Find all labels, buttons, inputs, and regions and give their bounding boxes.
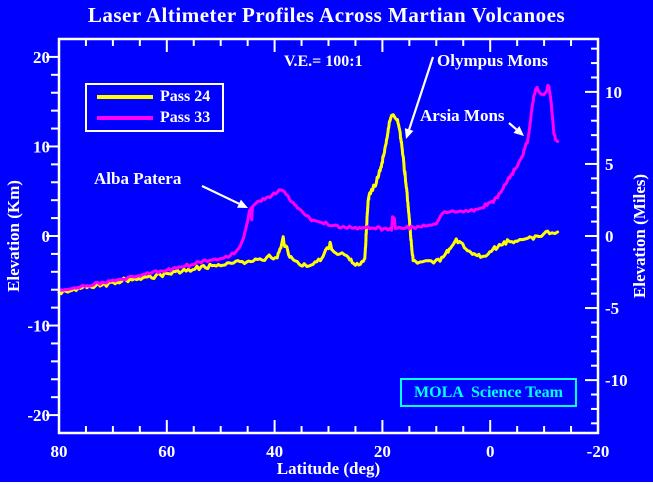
- profile-line-pass-33: [57, 83, 560, 293]
- y-right-tick-label: 5: [605, 155, 614, 174]
- y-axis-label-left: Elevation (Km): [4, 180, 23, 292]
- annotation-arsia-mons: Arsia Mons: [420, 106, 505, 125]
- y-right-tick-label: 0: [605, 227, 614, 246]
- pass-24-line-swatch: [97, 95, 153, 99]
- legend-label-pass-33: Pass 33: [160, 109, 211, 126]
- legend-item-pass-24: Pass 24: [97, 89, 222, 105]
- y-left-tick-label: -20: [27, 406, 50, 425]
- mola-science-team-badge: MOLA Science Team: [400, 378, 577, 407]
- x-tick-label: 20: [374, 442, 391, 461]
- y-right-tick-label: -10: [605, 371, 628, 390]
- axis-ticks: [46, 39, 599, 433]
- y-left-tick-label: 20: [33, 48, 50, 67]
- x-tick-label: 80: [51, 442, 68, 461]
- legend-label-pass-24: Pass 24: [160, 88, 211, 105]
- x-tick-label: 40: [266, 442, 283, 461]
- arsia-mons-arrow: [508, 122, 524, 136]
- olympus-mons-arrow: [404, 56, 435, 139]
- annotation-olympus-mons: Olympus Mons: [437, 51, 548, 70]
- pass-33-line-swatch: [97, 116, 153, 120]
- y-right-tick-label: -5: [605, 299, 619, 318]
- y-left-tick-label: 0: [42, 227, 51, 246]
- series-group: [57, 83, 560, 296]
- window-edge-strip: [0, 482, 653, 485]
- annotation-alba-patera: Alba Patera: [94, 169, 182, 188]
- alba-patera-arrow: [201, 185, 248, 208]
- y-left-tick-label: 10: [33, 137, 50, 156]
- vertical-exaggeration-label: V.E.= 100:1: [284, 53, 363, 70]
- tick-labels: 80 60 40 20 0 -20 20 10 0 -10 -20 10 5 0 -5 -10: [27, 48, 627, 461]
- y-axis-label-right: Elevation (Miles): [630, 173, 649, 299]
- y-left-tick-label: -10: [27, 317, 50, 336]
- x-tick-label: 0: [486, 442, 495, 461]
- legend-item-pass-33: Pass 33: [97, 110, 222, 126]
- chart-title: Laser Altimeter Profiles Across Martian …: [87, 3, 566, 27]
- x-tick-label: 60: [158, 442, 175, 461]
- profile-line-pass-24: [57, 113, 560, 296]
- legend: Pass 24 Pass 33: [85, 83, 224, 132]
- x-axis-label: Latitude (deg): [276, 459, 381, 478]
- x-tick-label: -20: [587, 442, 610, 461]
- y-right-tick-label: 10: [605, 83, 622, 102]
